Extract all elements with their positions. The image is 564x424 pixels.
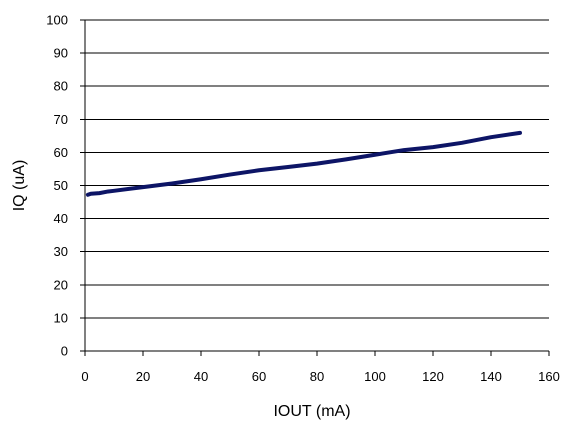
x-tick-label-20: 20 <box>136 369 150 384</box>
y-tick-label-40: 40 <box>54 211 68 226</box>
y-tick-label-30: 30 <box>54 244 68 259</box>
y-tick-label-20: 20 <box>54 277 68 292</box>
x-tick-label-0: 0 <box>81 369 88 384</box>
y-tick-label-90: 90 <box>54 46 68 61</box>
x-axis-label: IOUT (mA) <box>273 403 350 420</box>
x-tick-label-100: 100 <box>364 369 386 384</box>
y-axis-label: IQ (uA) <box>11 160 28 212</box>
x-tick-label-140: 140 <box>480 369 502 384</box>
y-tick-label-10: 10 <box>54 310 68 325</box>
x-tick-label-120: 120 <box>422 369 444 384</box>
x-axis-ticks: 0 20 40 60 80 100 120 140 160 <box>81 351 560 384</box>
x-tick-label-80: 80 <box>310 369 324 384</box>
y-tick-label-60: 60 <box>54 145 68 160</box>
chart-series <box>85 130 522 197</box>
y-tick-label-50: 50 <box>54 178 68 193</box>
y-tick-label-100: 100 <box>46 13 68 28</box>
x-tick-label-60: 60 <box>252 369 266 384</box>
x-tick-label-160: 160 <box>538 369 560 384</box>
y-axis-ticks: 0 10 20 30 40 50 60 70 80 90 100 <box>46 13 85 359</box>
chart-title-clipped <box>0 0 564 4</box>
title-clip-area <box>0 0 564 4</box>
y-tick-label-80: 80 <box>54 79 68 94</box>
y-tick-label-70: 70 <box>54 112 68 127</box>
y-tick-label-0: 0 <box>61 344 68 359</box>
x-tick-label-40: 40 <box>194 369 208 384</box>
